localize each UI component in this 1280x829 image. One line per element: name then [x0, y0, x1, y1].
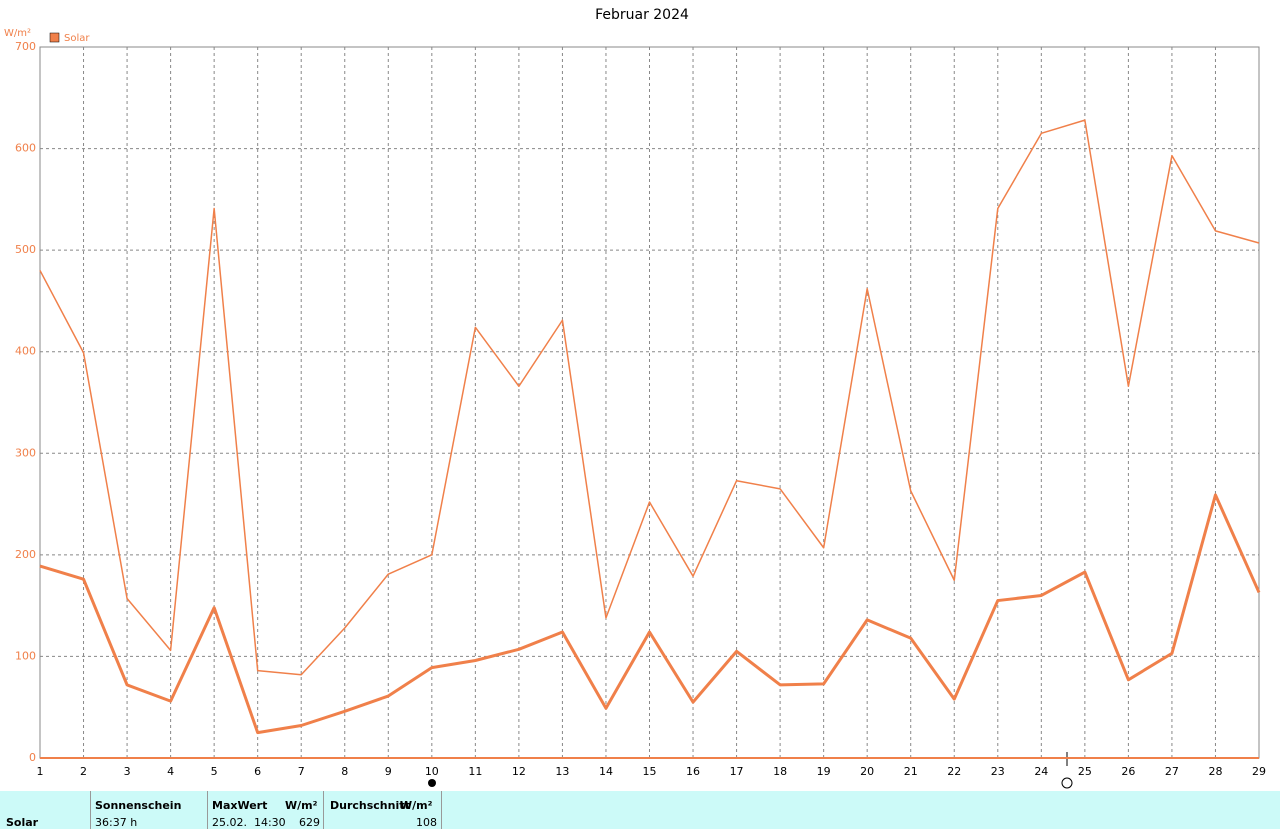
y-tick-label: 500 — [15, 243, 36, 256]
header: W/m² — [285, 799, 318, 812]
col-sep — [90, 791, 91, 829]
x-tick-label: 18 — [773, 765, 787, 778]
x-tick-label: 21 — [904, 765, 918, 778]
chart-title: Februar 2024 — [595, 7, 689, 23]
header: Sonnenschein — [95, 799, 182, 812]
y-tick-label: 700 — [15, 40, 36, 53]
cell: 36:37 h — [95, 816, 138, 829]
row-label: Solar — [6, 816, 39, 829]
x-tick-label: 8 — [341, 765, 348, 778]
x-tick-label: 10 — [425, 765, 439, 778]
x-tick-label: 9 — [385, 765, 392, 778]
x-tick-label: 3 — [124, 765, 131, 778]
x-tick-label: 25 — [1078, 765, 1092, 778]
x-tick-label: 29 — [1252, 765, 1266, 778]
series-line — [39, 119, 1260, 676]
cell: 629 — [299, 816, 320, 829]
y-tick-label: 400 — [15, 345, 36, 358]
y-tick-label: 0 — [29, 751, 36, 764]
full-moon-icon — [1061, 777, 1073, 789]
y-tick-label: 100 — [15, 649, 36, 662]
header: Durchschnitt — [330, 799, 410, 812]
x-tick-label: 17 — [730, 765, 744, 778]
summary-table: Solar Sonnenschein MaxWert W/m² Durchsch… — [0, 791, 1280, 829]
x-tick-label: 23 — [991, 765, 1005, 778]
x-tick-label: 5 — [211, 765, 218, 778]
x-tick-label: 6 — [254, 765, 261, 778]
x-tick-label: 26 — [1121, 765, 1135, 778]
cell: 25.02. 14:30 — [212, 816, 286, 829]
x-tick-label: 20 — [860, 765, 874, 778]
x-tick-label: 28 — [1208, 765, 1222, 778]
col-sep — [207, 791, 208, 829]
x-tick-label: 22 — [947, 765, 961, 778]
col-sep — [441, 791, 442, 829]
legend-label: Solar — [64, 33, 90, 44]
x-tick-label: 1 — [37, 765, 44, 778]
cell: 108 — [416, 816, 437, 829]
y-tick-label: 300 — [15, 446, 36, 459]
header: MaxWert — [212, 799, 268, 812]
x-tick-label: 11 — [468, 765, 482, 778]
x-tick-label: 13 — [555, 765, 569, 778]
x-tick-label: 4 — [167, 765, 174, 778]
x-tick-label: 14 — [599, 765, 613, 778]
x-tick-label: 2 — [80, 765, 87, 778]
x-tick-label: 27 — [1165, 765, 1179, 778]
legend-swatch — [49, 32, 60, 43]
x-tick-label: 15 — [643, 765, 657, 778]
y-tick-label: 200 — [15, 548, 36, 561]
series-line — [39, 493, 1261, 735]
x-tick-label: 7 — [298, 765, 305, 778]
y-axis-unit: W/m² — [4, 28, 31, 39]
x-tick-label: 24 — [1034, 765, 1048, 778]
header: W/m² — [400, 799, 433, 812]
y-tick-label: 600 — [15, 142, 36, 155]
col-sep — [323, 791, 324, 829]
new-moon-icon — [428, 779, 436, 787]
x-tick-label: 16 — [686, 765, 700, 778]
x-tick-label: 12 — [512, 765, 526, 778]
chart: Februar 2024 W/m² 0 100 200 300 400 500 600 700… — [4, 7, 1266, 789]
x-tick-label: 19 — [817, 765, 831, 778]
